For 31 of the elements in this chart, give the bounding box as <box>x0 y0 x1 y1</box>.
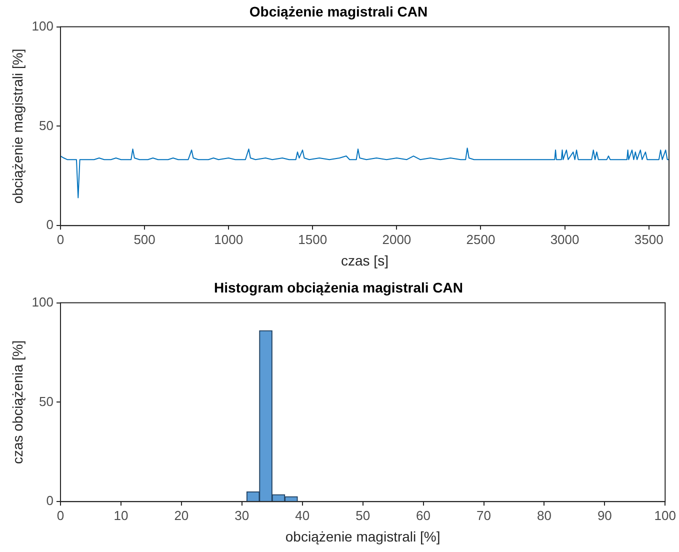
x-tick-label: 1500 <box>298 232 328 247</box>
x-tick-label: 10 <box>114 508 128 523</box>
y-axis-title: obciążenie magistrali [%] <box>9 48 26 204</box>
x-tick-label: 1000 <box>214 232 244 247</box>
x-tick-label: 3000 <box>550 232 580 247</box>
x-tick-label: 3500 <box>634 232 664 247</box>
chart-title: Histogram obciążenia magistrali CAN <box>214 279 463 296</box>
x-tick-label: 90 <box>597 508 612 523</box>
y-tick-label: 100 <box>32 18 54 34</box>
y-tick-label: 0 <box>46 217 54 232</box>
x-tick-label: 0 <box>56 508 64 523</box>
x-tick-label: 100 <box>654 508 676 523</box>
x-tick-label: 80 <box>536 508 552 523</box>
x-tick-label: 500 <box>134 232 156 247</box>
x-tick-label: 0 <box>56 232 64 247</box>
y-tick-label: 100 <box>32 294 54 310</box>
x-tick-label: 40 <box>295 508 310 523</box>
chart-title: Obciążenie magistrali CAN <box>249 3 428 20</box>
y-tick-label: 0 <box>46 493 54 508</box>
x-tick-label: 60 <box>416 508 431 523</box>
x-tick-label: 70 <box>476 508 491 523</box>
x-tick-label: 2500 <box>466 232 496 247</box>
y-axis-title: czas obciążenia [%] <box>9 340 26 464</box>
x-tick-label: 30 <box>234 508 250 523</box>
x-axis-title: czas [s] <box>341 252 388 268</box>
y-tick-label: 50 <box>39 118 54 133</box>
x-tick-label: 50 <box>356 508 370 523</box>
x-tick-label: 2000 <box>382 232 412 247</box>
y-tick-label: 50 <box>39 394 54 409</box>
x-tick-label: 20 <box>174 508 189 523</box>
x-axis-title: obciążenie magistrali [%] <box>285 528 440 544</box>
